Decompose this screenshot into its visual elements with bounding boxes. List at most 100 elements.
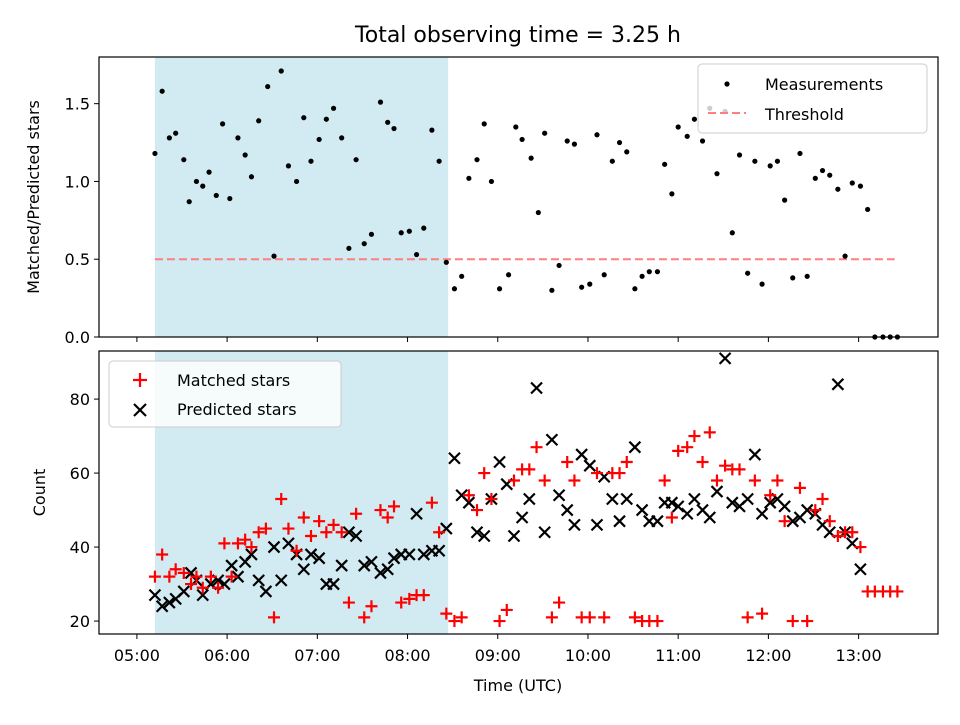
matched-point <box>741 611 754 624</box>
matched-point <box>282 522 295 535</box>
predicted-point <box>680 507 694 521</box>
x-tick-label: 10:00 <box>565 646 611 665</box>
matched-point <box>500 603 513 616</box>
measurement-point <box>684 133 690 139</box>
predicted-point <box>741 492 754 506</box>
predicted-point <box>245 548 258 561</box>
predicted-point <box>854 562 867 576</box>
measurement-point <box>421 225 427 231</box>
measurement-point <box>675 124 681 130</box>
predicted-point <box>259 585 273 598</box>
measurement-point <box>173 130 179 136</box>
matched-point <box>185 578 198 591</box>
measurement-point <box>714 171 720 177</box>
measurement-point <box>639 273 645 279</box>
x-tick-label: 13:00 <box>836 646 882 665</box>
matched-point <box>313 515 326 528</box>
predicted-point <box>703 511 717 524</box>
predicted-point <box>155 599 169 613</box>
measurement-point <box>535 209 541 216</box>
measurement-point <box>301 115 307 121</box>
top-x-ticks <box>136 337 860 342</box>
measurement-point <box>812 175 818 181</box>
bottom-x-ticks: 05:00 06:00 07:00 08:00 09:00 10:00 11:00 12:00… <box>114 634 882 665</box>
measurement-point <box>790 275 796 281</box>
matched-point <box>252 526 265 539</box>
measurement-point <box>398 230 404 236</box>
top-panel: 0.0 0.5 1.0 1.5 Matched/Predicted stars Mea… <box>24 56 939 347</box>
matched-point <box>245 541 258 554</box>
measurement-point <box>782 197 788 203</box>
matched-point <box>275 492 288 505</box>
legend-marker-measurements <box>724 81 730 87</box>
top-legend-box <box>697 63 928 134</box>
predicted-point <box>148 588 162 602</box>
measurement-point <box>186 199 192 205</box>
measurement-point <box>436 158 442 164</box>
matched-point <box>891 585 904 598</box>
measurement-point <box>278 68 284 74</box>
matched-point <box>809 504 822 517</box>
matched-point <box>703 426 716 439</box>
predicted-point <box>665 496 679 509</box>
predicted-point <box>538 525 551 539</box>
legend-marker-matched <box>133 373 147 387</box>
measurement-point <box>227 195 233 202</box>
matched-point <box>688 430 701 443</box>
matched-point <box>493 615 506 628</box>
matched-point <box>613 467 626 480</box>
chart-title: Total observing time = 3.25 h <box>354 23 681 48</box>
matched-point <box>268 611 281 624</box>
matched-point <box>190 570 203 583</box>
measurement-point <box>361 241 367 247</box>
measurement-point <box>152 150 158 157</box>
matched-point <box>696 455 709 468</box>
matched-stars-points <box>148 426 904 628</box>
matched-point <box>823 515 836 528</box>
bottom-legend-box <box>108 360 342 428</box>
matched-point <box>748 474 761 487</box>
predicted-point <box>274 574 288 587</box>
predicted-point <box>671 500 685 513</box>
measurement-point <box>528 155 534 161</box>
top-y-tick-label: 0.0 <box>65 328 90 347</box>
matched-point <box>388 500 401 513</box>
matched-point <box>771 474 784 487</box>
measurement-point <box>601 272 607 278</box>
matched-point <box>545 611 558 624</box>
measurement-point <box>481 121 487 127</box>
legend-label-threshold: Threshold <box>764 105 844 124</box>
predicted-point <box>800 503 814 517</box>
bottom-panel: 20 40 60 80 05:00 06:00 07:00 08:00 09:00 10:00 1… <box>30 350 939 695</box>
measurement-point <box>406 228 412 234</box>
measurement-point <box>166 135 172 141</box>
matched-point <box>374 504 387 517</box>
measurement-point <box>736 152 743 158</box>
measurement-point <box>488 178 495 185</box>
measurement-point <box>745 270 751 276</box>
predicted-point <box>530 381 543 395</box>
measurement-point <box>256 118 262 124</box>
top-y-axis-label: Matched/Predicted stars <box>24 100 43 294</box>
measurement-point <box>308 158 314 164</box>
matched-point <box>530 441 543 454</box>
matched-point <box>455 611 468 624</box>
matched-point <box>816 492 829 505</box>
predicted-point <box>357 559 371 572</box>
matched-point <box>786 615 799 628</box>
matched-point <box>846 526 859 539</box>
predicted-point <box>231 570 245 583</box>
predicted-point <box>470 525 484 539</box>
measurement-point <box>285 163 292 169</box>
measurement-point <box>213 192 219 199</box>
matched-point <box>290 544 303 557</box>
top-y-ticks: 0.0 0.5 1.0 1.5 <box>65 95 99 347</box>
measurement-point <box>293 178 300 185</box>
predicted-point <box>778 500 791 513</box>
measurement-point <box>759 281 765 287</box>
measurement-point <box>691 116 698 122</box>
matched-point <box>239 533 252 546</box>
predicted-point <box>417 548 431 561</box>
legend-label-predicted: Predicted stars <box>177 400 297 419</box>
